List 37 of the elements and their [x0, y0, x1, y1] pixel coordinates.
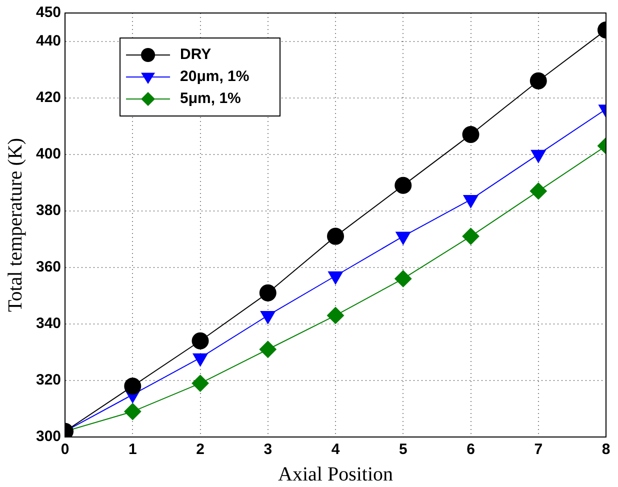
point — [327, 228, 344, 245]
x-tick-label: 2 — [196, 441, 204, 458]
x-tick-label: 6 — [466, 441, 475, 458]
y-tick-label: 440 — [36, 32, 62, 50]
x-axis-title: Axial Position — [278, 463, 394, 486]
y-axis-title: Total temperature (K) — [4, 138, 26, 312]
y-tick-label: 320 — [36, 372, 62, 389]
y-tick-label: 360 — [36, 258, 62, 276]
point — [192, 374, 209, 392]
point — [124, 378, 142, 395]
y-tick-label: 340 — [36, 315, 62, 332]
point — [394, 270, 412, 288]
x-tick-label: 1 — [128, 441, 137, 458]
point — [462, 126, 480, 144]
point — [259, 340, 276, 358]
x-tick-label: 8 — [602, 441, 610, 458]
point — [530, 72, 547, 90]
y-tick-label: 400 — [36, 145, 62, 162]
point — [394, 176, 412, 194]
point — [327, 306, 344, 324]
x-tick-label: 5 — [398, 441, 408, 458]
point — [530, 182, 547, 200]
y-tick-label: 450 — [36, 4, 62, 22]
y-tick-label: 420 — [36, 88, 62, 106]
x-tick-label: 4 — [331, 441, 340, 458]
legend-label: DRY — [180, 46, 212, 64]
legend-label: 20μm, 1% — [180, 68, 250, 86]
point — [259, 284, 276, 302]
y-tick-label: 380 — [36, 202, 62, 220]
x-tick-label: 7 — [534, 441, 543, 458]
point — [124, 403, 142, 420]
x-tick-label: 0 — [60, 441, 70, 458]
x-tick-label: 3 — [264, 441, 272, 458]
legend-label: 5μm, 1% — [180, 90, 241, 108]
point — [192, 332, 209, 350]
y-tick-label: 300 — [36, 428, 62, 446]
point — [462, 228, 480, 245]
